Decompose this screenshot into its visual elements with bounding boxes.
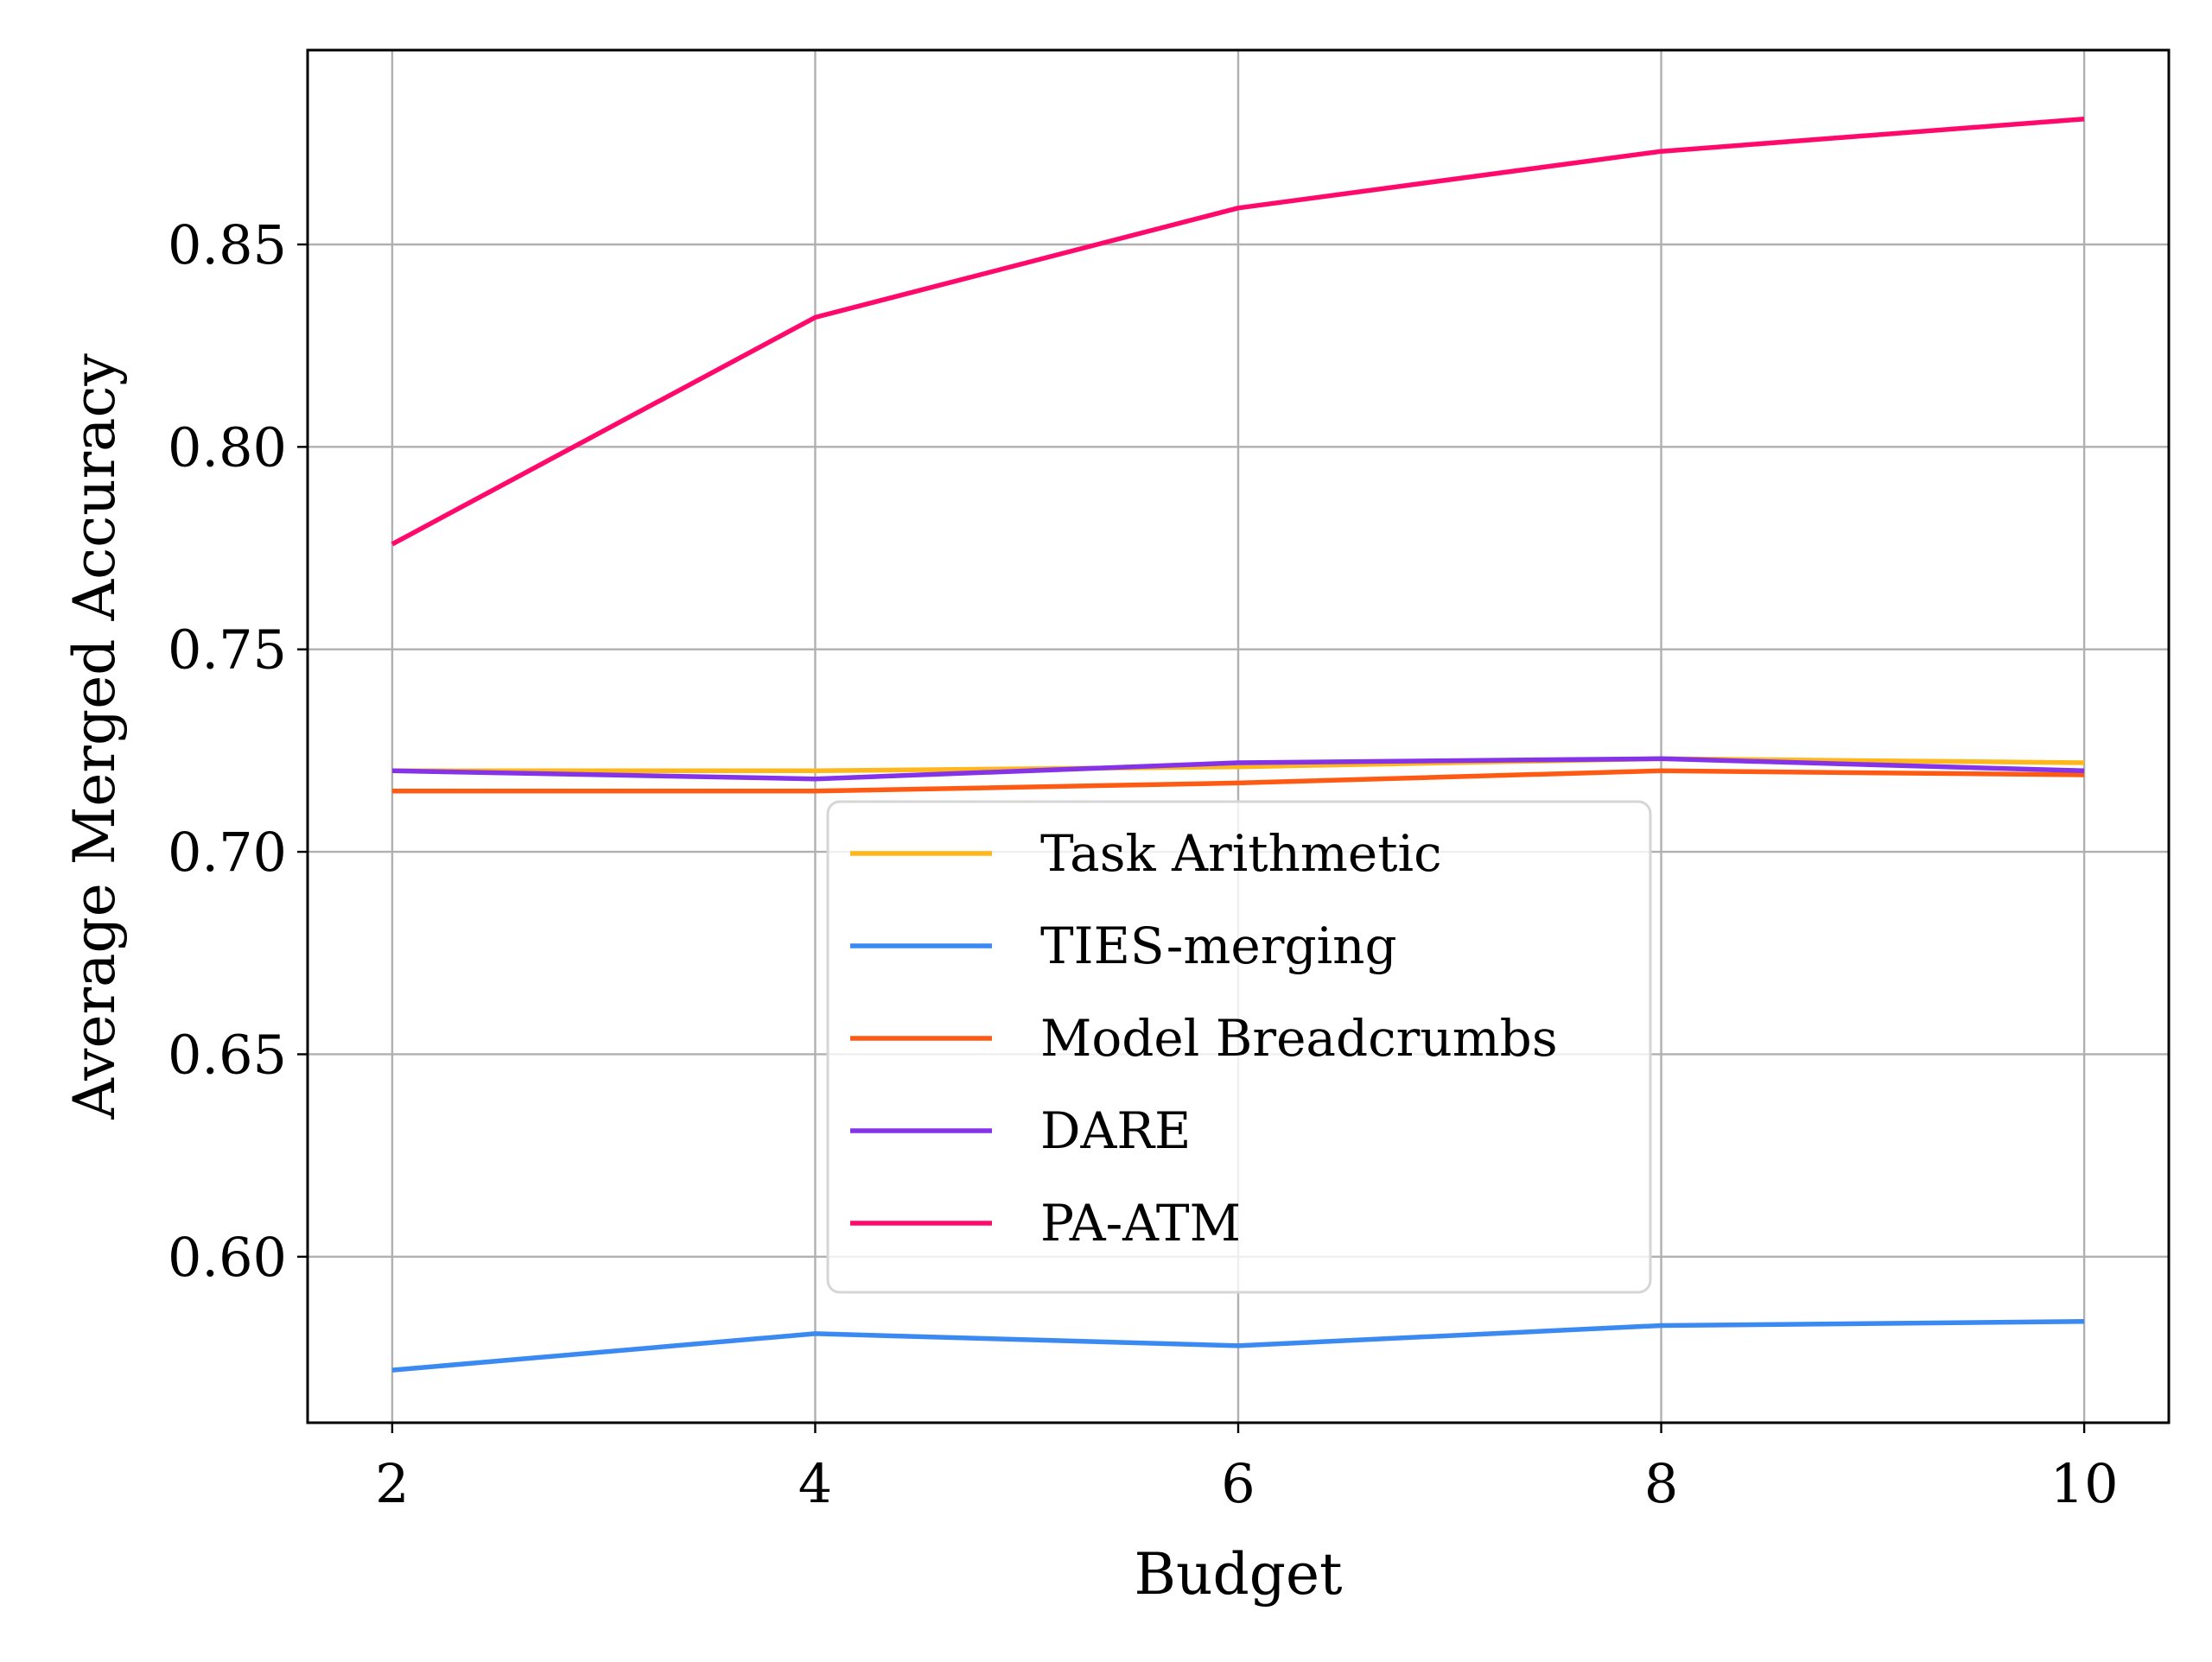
y-tick-label: 0.85: [168, 213, 287, 276]
y-tick-label: 0.75: [168, 618, 287, 682]
x-axis-label: Budget: [1134, 1541, 1342, 1608]
series-line-ties-merging: [391, 1319, 2085, 1373]
plot-lines: [391, 116, 2085, 1373]
legend-label: Task Arithmetic: [1040, 824, 1442, 883]
y-tick-label: 0.70: [168, 821, 287, 884]
legend-label: Model Breadcrumbs: [1040, 1009, 1558, 1068]
series-line-task-arithmetic: [391, 756, 2085, 774]
axis-ticks: 2 4 6 8 10 0.60 0.65 0.70 0.75 0.80 0.85: [168, 213, 2119, 1515]
legend-label: TIES-merging: [1040, 917, 1397, 975]
x-tick-label: 6: [1221, 1452, 1255, 1515]
legend: Task Arithmetic TIES-merging Model Breadcr…: [826, 800, 1652, 1294]
y-tick-label: 0.80: [168, 416, 287, 479]
y-tick-label: 0.65: [168, 1023, 287, 1086]
x-tick-label: 2: [375, 1452, 409, 1515]
x-tick-label: 10: [2050, 1452, 2119, 1515]
y-axis-label: Average Merged Accuracy: [61, 353, 128, 1120]
legend-label: PA-ATM: [1040, 1194, 1241, 1253]
series-line-dare: [391, 756, 2085, 782]
series-line-pa-atm: [391, 116, 2085, 547]
series-line-model-breadcrumbs: [391, 768, 2085, 794]
legend-box: [826, 800, 1652, 1294]
x-tick-label: 4: [798, 1452, 832, 1515]
y-tick-label: 0.60: [168, 1226, 287, 1289]
legend-label: DARE: [1040, 1101, 1191, 1160]
x-tick-label: 8: [1644, 1452, 1678, 1515]
